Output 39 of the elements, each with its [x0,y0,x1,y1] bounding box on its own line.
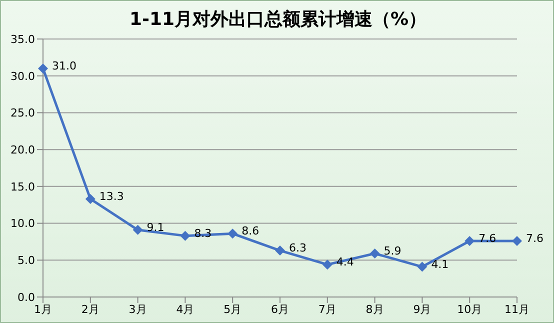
point [38,63,48,74]
point [132,224,143,235]
y-tick-label: 25.0 [10,106,35,120]
data-label: 7.6 [526,232,544,245]
point [512,236,522,246]
y-tick-label: 35.0 [10,32,35,46]
point [180,230,190,241]
y-tick-label: 0.0 [18,290,35,304]
x-tick-label: 10月 [457,302,482,316]
x-tick-label: 11月 [504,302,530,316]
point [417,262,428,272]
x-tick-label: 4月 [176,302,194,316]
chart-title: 1-11月对外出口总额累计增速（%） [128,8,428,31]
data-label: 8.6 [242,224,260,238]
data-label: 31.0 [52,59,76,72]
y-tick-label: 5.0 [18,254,35,268]
x-tick-label: 9月 [413,302,432,316]
data-label: 13.3 [99,190,124,203]
x-tick-label: 2月 [81,302,100,316]
point [228,228,238,239]
x-tick-label: 5月 [224,302,242,316]
data-label: 9.1 [146,220,164,234]
x-tick-label: 1月 [34,302,52,316]
data-label: 5.9 [384,244,402,258]
data-label: 4.1 [431,258,449,271]
y-tick-label: 30.0 [10,70,35,83]
y-tick-label: 15.0 [10,180,35,194]
x-tick-label: 3月 [128,302,147,316]
data-label: 6.3 [289,242,306,255]
point [85,194,96,204]
x-tick-label: 8月 [366,302,384,316]
y-tick-label: 10.0 [10,217,35,230]
point [275,246,285,256]
point [370,248,380,259]
point [464,236,475,246]
point [322,260,332,270]
x-tick-label: 7月 [318,302,336,316]
y-tick-label: 20.0 [10,143,35,156]
x-tick-label: 6月 [271,302,289,316]
